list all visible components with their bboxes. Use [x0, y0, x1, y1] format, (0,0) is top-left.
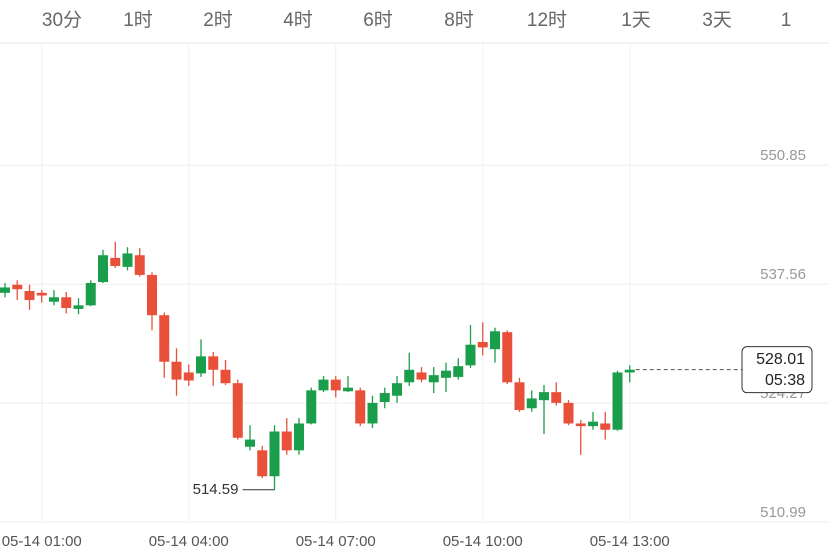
candle-body — [220, 369, 231, 384]
time-tab[interactable]: 1 — [781, 10, 792, 31]
time-tab[interactable]: 30分 — [42, 9, 82, 31]
candle-body — [477, 342, 488, 348]
candle-body — [600, 423, 611, 430]
candle-body — [110, 257, 121, 266]
candle-body — [73, 305, 84, 309]
time-tab[interactable]: 1时 — [123, 9, 153, 31]
time-tab[interactable]: 4时 — [283, 9, 313, 31]
candle-body — [428, 375, 439, 383]
x-tick-label: 05-14 13:00 — [590, 533, 670, 550]
candle-body — [122, 253, 133, 267]
candle-body — [575, 423, 586, 427]
candle-body — [441, 370, 451, 378]
x-tick-label: 05-14 10:00 — [443, 533, 523, 550]
candle-body — [563, 402, 574, 424]
candle-body — [0, 287, 10, 293]
y-tick-label: 510.99 — [760, 504, 806, 521]
candle-body — [526, 398, 537, 409]
candle-body — [318, 379, 329, 391]
candle-body — [61, 297, 72, 309]
candle-body — [134, 255, 145, 275]
candle-body — [36, 292, 47, 296]
candle-body — [465, 344, 476, 366]
time-tab[interactable]: 1天 — [621, 10, 651, 31]
candle-body — [208, 356, 219, 370]
candle-body — [183, 372, 194, 381]
x-tick-label: 05-14 01:00 — [2, 533, 82, 550]
candle-body — [24, 291, 35, 300]
candle-body — [12, 284, 23, 290]
candle-body — [588, 421, 598, 427]
candle-body — [367, 402, 378, 424]
candle-body — [196, 356, 206, 374]
time-tab[interactable]: 2时 — [203, 9, 233, 31]
candle-body — [85, 282, 96, 306]
time-tab[interactable]: 6时 — [363, 9, 393, 31]
time-tab[interactable]: 3天 — [702, 10, 732, 31]
candle-body — [453, 366, 464, 377]
countdown-label: 05:38 — [765, 372, 805, 389]
candle-body — [330, 379, 341, 391]
time-tab[interactable]: 12时 — [527, 9, 567, 31]
candle-body — [159, 315, 170, 362]
candle-body — [171, 361, 182, 380]
candle-body — [343, 387, 353, 392]
candle-body — [624, 369, 635, 373]
candle-body — [306, 390, 317, 424]
candle-body — [416, 372, 427, 380]
x-tick-label: 05-14 07:00 — [296, 533, 376, 550]
last-price-label: 528.01 — [756, 351, 805, 368]
candle-body — [404, 369, 415, 383]
candle-body — [98, 255, 108, 283]
candle-body — [490, 331, 500, 350]
candle-body — [612, 372, 623, 430]
candle-body — [257, 450, 268, 477]
candle-body — [379, 393, 390, 402]
x-tick-label: 05-14 04:00 — [149, 533, 229, 550]
candle-body — [392, 383, 402, 396]
low-label: 514.59 — [193, 481, 239, 498]
candle-body — [514, 382, 525, 411]
candle-body — [294, 423, 304, 451]
y-tick-label: 550.85 — [760, 147, 806, 164]
candle-body — [245, 439, 255, 447]
candle-body — [147, 274, 157, 316]
candle-body — [551, 392, 562, 403]
candle-body — [502, 332, 513, 383]
candle-body — [539, 392, 549, 401]
y-tick-label: 537.56 — [760, 266, 806, 283]
candle-body — [49, 297, 59, 302]
last-price-box — [741, 346, 813, 394]
candle-body — [269, 431, 280, 477]
time-tab[interactable]: 8时 — [444, 9, 474, 31]
candle-body — [281, 431, 292, 451]
candle-body — [355, 390, 366, 424]
candle-body — [232, 383, 243, 438]
